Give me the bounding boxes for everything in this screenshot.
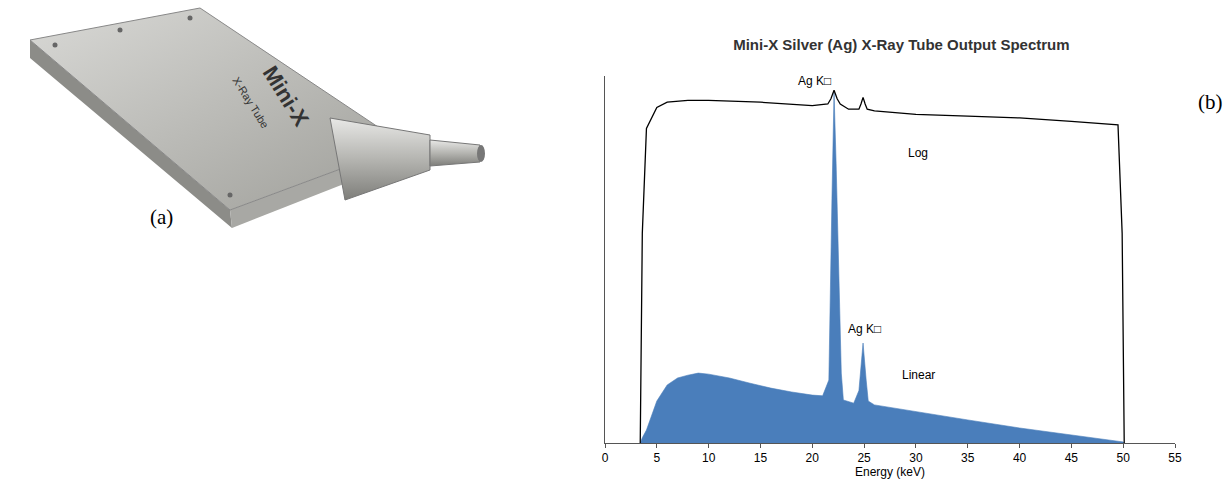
svg-text:45: 45 [1065, 451, 1079, 465]
svg-text:20: 20 [806, 451, 820, 465]
svg-text:15: 15 [754, 451, 768, 465]
svg-text:Ag K□: Ag K□ [798, 74, 831, 88]
svg-text:10: 10 [702, 451, 716, 465]
svg-text:Energy (keV): Energy (keV) [855, 465, 925, 479]
svg-text:55: 55 [1168, 451, 1182, 465]
svg-text:Mini-X Silver (Ag) X-Ray Tube: Mini-X Silver (Ag) X-Ray Tube Output Spe… [733, 36, 1069, 53]
svg-text:Ag K□: Ag K□ [848, 322, 881, 336]
svg-text:Mini-X: Mini-X [257, 61, 314, 131]
svg-text:5: 5 [653, 451, 660, 465]
svg-text:0: 0 [602, 451, 609, 465]
svg-text:40: 40 [1013, 451, 1027, 465]
html-text:(a): (a) [150, 205, 174, 229]
svg-text:35: 35 [961, 451, 975, 465]
svg-text:Linear: Linear [902, 368, 935, 382]
html-text:(b): (b) [1198, 90, 1223, 114]
svg-text:50: 50 [1117, 451, 1131, 465]
svg-text:X-Ray Tube: X-Ray Tube [230, 75, 271, 131]
svg-text:30: 30 [909, 451, 923, 465]
svg-text:Log: Log [908, 146, 928, 160]
svg-text:25: 25 [857, 451, 871, 465]
